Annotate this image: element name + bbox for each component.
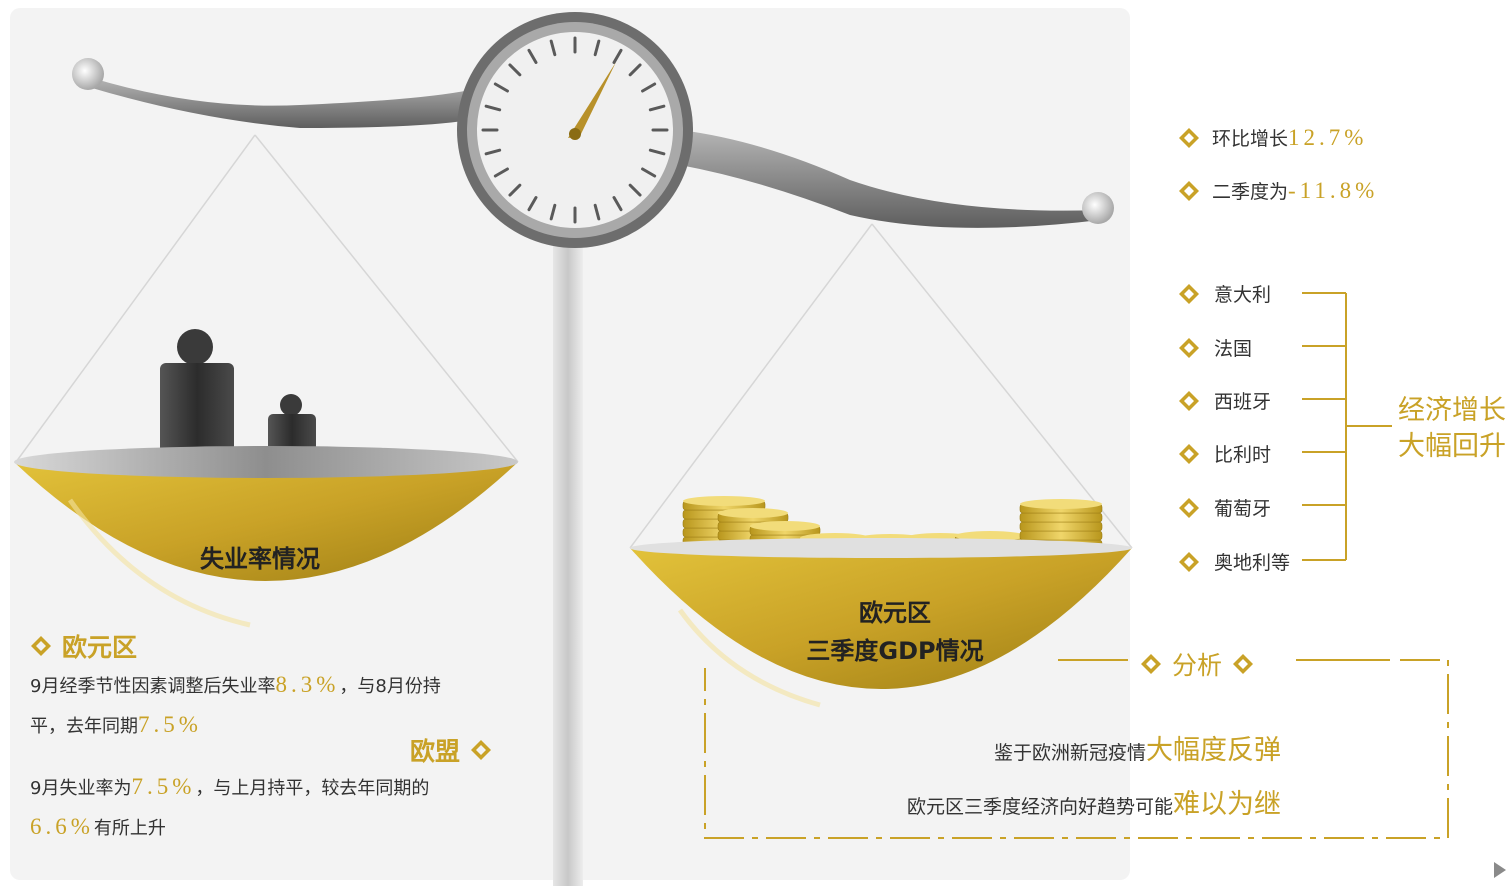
country-label: 比利时	[1214, 444, 1272, 466]
country-item: 葡萄牙	[1178, 494, 1271, 521]
left-pan-title: 失业率情况	[200, 545, 320, 573]
diamond-icon	[1179, 283, 1199, 304]
dial-tick	[549, 39, 557, 57]
right-pan-title-line1: 欧元区	[859, 599, 931, 627]
dial-tick	[493, 167, 509, 178]
coin	[1019, 521, 1103, 532]
analysis-frame	[704, 659, 1449, 839]
coin	[1019, 530, 1103, 541]
analysis-highlight2: 难以为继	[1173, 789, 1281, 819]
quarterly-item: 环比增长12.7%	[1178, 124, 1367, 151]
diamond-icon	[471, 740, 492, 760]
dial-tick	[527, 48, 538, 64]
eu-heading: 欧盟	[410, 732, 492, 768]
diamond-icon	[1179, 390, 1199, 411]
analysis-line2: 欧元区三季度经济向好趋势可能难以为继	[906, 789, 1281, 819]
diamond-icon	[1179, 337, 1199, 358]
quarterly-value: -11.8%	[1288, 178, 1379, 203]
scale-pole	[553, 150, 583, 886]
dial-tick	[612, 196, 623, 212]
scale-dial	[457, 12, 693, 248]
eurozone-rate-value: 8.3%	[275, 672, 340, 697]
country-item: 法国	[1178, 334, 1252, 361]
diamond-icon	[1179, 127, 1199, 148]
country-label: 奥地利等	[1214, 552, 1291, 574]
dial-tick	[612, 48, 623, 64]
beam-right-knob	[1082, 192, 1114, 224]
analysis-highlight1: 大幅度反弹	[1146, 735, 1281, 765]
analysis-line1: 鉴于欧洲新冠疫情大幅度反弹	[993, 735, 1281, 765]
dial-tick	[484, 148, 502, 156]
dial-tick	[484, 104, 502, 112]
country-item: 西班牙	[1178, 387, 1271, 414]
quarterly-label: 环比增长	[1212, 128, 1289, 150]
country-item: 奥地利等	[1178, 548, 1290, 575]
dial-tick	[628, 63, 642, 77]
coin	[1019, 512, 1103, 523]
dial-tick	[527, 196, 538, 212]
country-label: 葡萄牙	[1214, 498, 1272, 520]
diamond-icon	[1233, 654, 1254, 674]
eurozone-heading: 欧元区	[30, 628, 137, 664]
left-pan	[14, 446, 518, 628]
eu-last-year-value: 6.6%	[30, 814, 94, 839]
countries-bracket-label: 经济增长 大幅回升	[1398, 395, 1506, 461]
country-item: 意大利	[1178, 280, 1271, 307]
right-pan	[630, 538, 1132, 708]
dial-tick	[593, 203, 601, 221]
country-label: 法国	[1214, 338, 1253, 360]
quarterly-item: 二季度为-11.8%	[1178, 177, 1378, 204]
dial-tick	[641, 167, 657, 178]
scale-beam	[92, 78, 470, 128]
dial-tick	[493, 82, 509, 93]
eurozone-text: 9月经季节性因素调整后失业率8.3%，与8月份持 平，去年同期7.5%	[30, 672, 441, 737]
coin-top	[718, 508, 788, 518]
diamond-icon	[1141, 654, 1161, 674]
country-item: 比利时	[1178, 440, 1271, 467]
scale-beam-right	[680, 130, 1100, 228]
coin-top	[750, 521, 820, 531]
quarterly-value: 12.7%	[1288, 125, 1368, 150]
dial-tick	[508, 183, 522, 197]
dial-tick	[648, 148, 666, 156]
dial-tick	[593, 39, 601, 57]
diamond-icon	[1179, 551, 1199, 572]
right-pan-strings	[629, 223, 1133, 549]
quarterly-label: 二季度为	[1212, 181, 1289, 203]
eu-text: 9月失业率为7.5%，与上月持平，较去年同期的 6.6%有所上升	[30, 774, 430, 839]
beam-left-knob	[72, 58, 104, 90]
dial-tick	[648, 104, 666, 112]
coin-top	[1020, 499, 1102, 509]
dial-tick	[641, 82, 657, 93]
left-pan-strings	[15, 134, 519, 463]
diamond-icon	[1179, 497, 1199, 518]
right-pan-title: 欧元区 三季度GDP情况	[780, 594, 1010, 670]
eu-rate-value: 7.5%	[131, 774, 196, 799]
dial-tick	[628, 183, 642, 197]
eurozone-last-year-value: 7.5%	[138, 712, 202, 737]
countries-bracket	[1302, 292, 1392, 561]
coin-top	[683, 496, 765, 506]
coin-top	[955, 531, 1025, 541]
diamond-icon	[31, 636, 51, 656]
right-pan-title-line2: 三季度GDP情况	[806, 637, 984, 665]
country-label: 西班牙	[1214, 391, 1272, 413]
dial-tick	[549, 203, 557, 221]
next-arrow-icon[interactable]	[1494, 862, 1506, 878]
country-label: 意大利	[1214, 284, 1272, 306]
diamond-icon	[1179, 180, 1199, 201]
dial-needle	[568, 62, 616, 138]
dial-tick	[508, 63, 522, 77]
diamond-icon	[1179, 443, 1199, 464]
analysis-heading: 分析	[1140, 646, 1254, 682]
